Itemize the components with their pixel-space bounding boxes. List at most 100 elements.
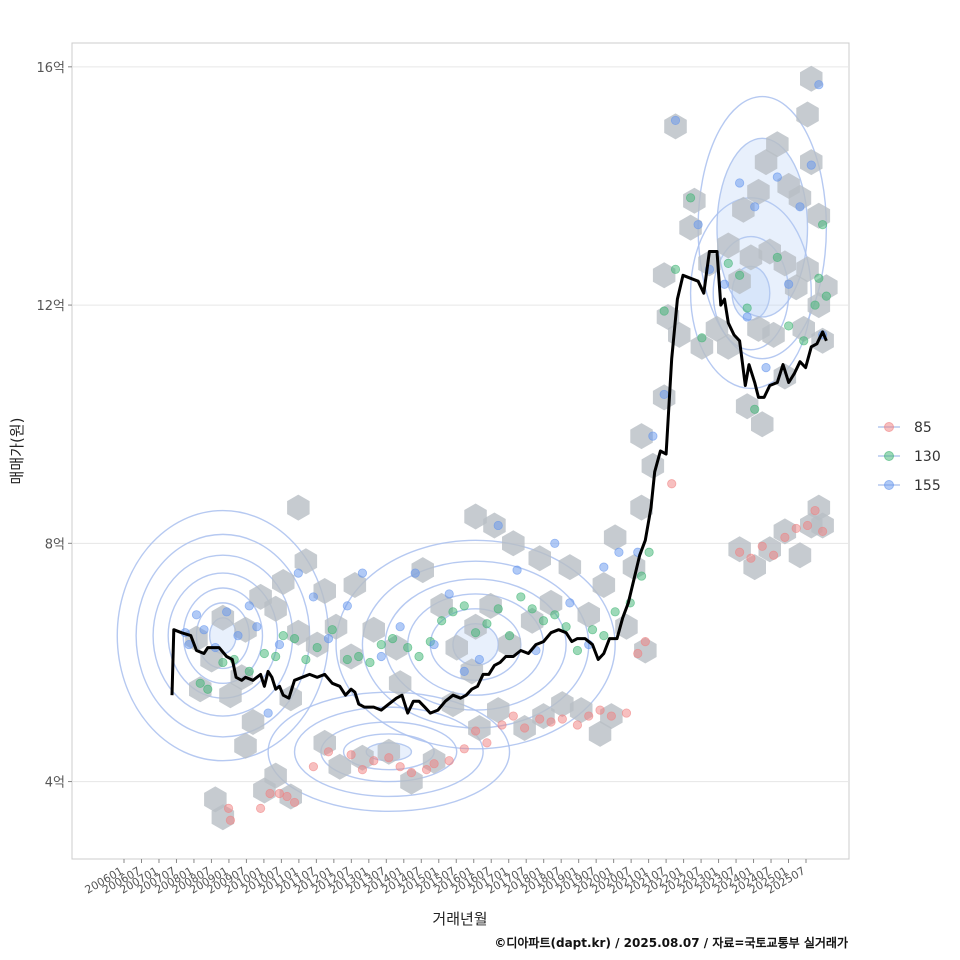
data-point-130 [244, 666, 254, 676]
hexbin [351, 744, 374, 771]
data-point-130 [388, 634, 398, 644]
hexbin [592, 572, 616, 598]
hexbin [739, 244, 763, 271]
data-point-130 [259, 648, 269, 659]
data-point-130 [527, 604, 537, 614]
hexbin [766, 131, 789, 158]
hexbin [445, 634, 468, 661]
data-point-85 [357, 765, 368, 775]
data-point-155 [772, 172, 782, 182]
data-point-155 [761, 363, 771, 373]
hexbin [792, 315, 815, 342]
data-point-130 [772, 252, 782, 263]
hexbin [234, 732, 257, 759]
data-point-130 [685, 193, 696, 203]
legend-label: 85 [914, 420, 932, 436]
hexbin [728, 268, 751, 295]
data-point-85 [520, 723, 530, 733]
data-point-85 [667, 479, 677, 489]
data-point-130 [799, 336, 809, 346]
data-point-155 [357, 568, 368, 578]
hexbin [773, 363, 797, 390]
data-point-130 [195, 678, 205, 688]
y-axis-title: 매매가(원) [8, 418, 26, 485]
hexbin [528, 545, 551, 572]
hexbin [377, 738, 401, 765]
legend-label: 155 [914, 478, 941, 494]
data-point-155 [550, 538, 560, 548]
data-point-155 [274, 639, 285, 650]
hexbin [788, 542, 812, 569]
data-point-130 [482, 619, 492, 629]
hexbin [464, 503, 487, 530]
density-contour [267, 691, 511, 813]
hexbin [698, 250, 721, 277]
data-point-85 [384, 753, 394, 763]
data-point-155 [659, 389, 669, 400]
data-point-155 [429, 639, 439, 650]
hexbin [690, 333, 714, 360]
x-axis: 2006012006072007012007072008012008072009… [83, 859, 808, 897]
data-point-155 [444, 589, 454, 599]
data-point-155 [222, 607, 232, 617]
data-point-155 [784, 279, 794, 289]
data-point-130 [437, 616, 447, 626]
data-point-155 [191, 610, 202, 620]
hexbin [343, 572, 367, 598]
data-point-155 [376, 651, 386, 662]
data-point-130 [572, 645, 583, 656]
data-point-130 [493, 604, 503, 614]
hexbin [460, 658, 484, 685]
data-point-85 [289, 797, 300, 808]
data-point-85 [265, 788, 275, 799]
data-point-130 [327, 625, 337, 635]
legend-key-85 [884, 422, 894, 432]
hexbin [603, 524, 627, 551]
data-point-130 [750, 404, 760, 414]
data-point-130 [817, 220, 828, 230]
hexbin [539, 589, 563, 616]
data-point-130 [742, 303, 752, 313]
data-point-85 [444, 756, 454, 766]
hexbin [498, 631, 521, 658]
data-point-155 [293, 568, 303, 578]
hexbin [811, 327, 834, 354]
density-contour [135, 533, 311, 738]
legend-label: 130 [914, 449, 941, 465]
data-point-155 [263, 708, 273, 718]
data-point-85 [535, 714, 545, 724]
data-point-85 [621, 708, 632, 718]
hexbin [588, 720, 612, 747]
data-point-130 [516, 592, 526, 602]
data-point-155 [648, 431, 658, 441]
hexbin [732, 196, 755, 223]
hexbin [272, 569, 295, 595]
data-point-130 [301, 654, 311, 665]
data-point-85 [817, 526, 828, 537]
hexbin [287, 494, 310, 521]
data-point-85 [406, 768, 417, 778]
data-point-85 [459, 744, 469, 754]
hexbin [796, 101, 819, 128]
hexbin [754, 149, 778, 176]
data-point-85 [546, 717, 556, 727]
source-caption: ©디아파트(dapt.kr) / 2025.08.07 / 자료=국토교통부 실… [494, 935, 848, 950]
data-point-130 [735, 270, 745, 280]
data-point-155 [233, 631, 243, 641]
x-axis-title: 거래년월 [432, 910, 487, 928]
hexbin [630, 423, 653, 450]
data-point-85 [557, 714, 567, 724]
data-point-130 [459, 601, 469, 611]
y-axis: 4억 8억 12억 16억 [36, 61, 72, 791]
y-tick-label: 4억 [45, 776, 65, 791]
data-point-130 [636, 571, 647, 581]
data-point-85 [346, 750, 356, 760]
data-point-130 [550, 610, 560, 620]
data-point-85 [274, 788, 285, 799]
data-point-85 [584, 711, 594, 721]
hexbin-layer [185, 65, 838, 831]
data-point-85 [308, 762, 318, 772]
hexbin [558, 554, 582, 581]
hexbin [241, 709, 265, 735]
hexbin [388, 670, 412, 697]
